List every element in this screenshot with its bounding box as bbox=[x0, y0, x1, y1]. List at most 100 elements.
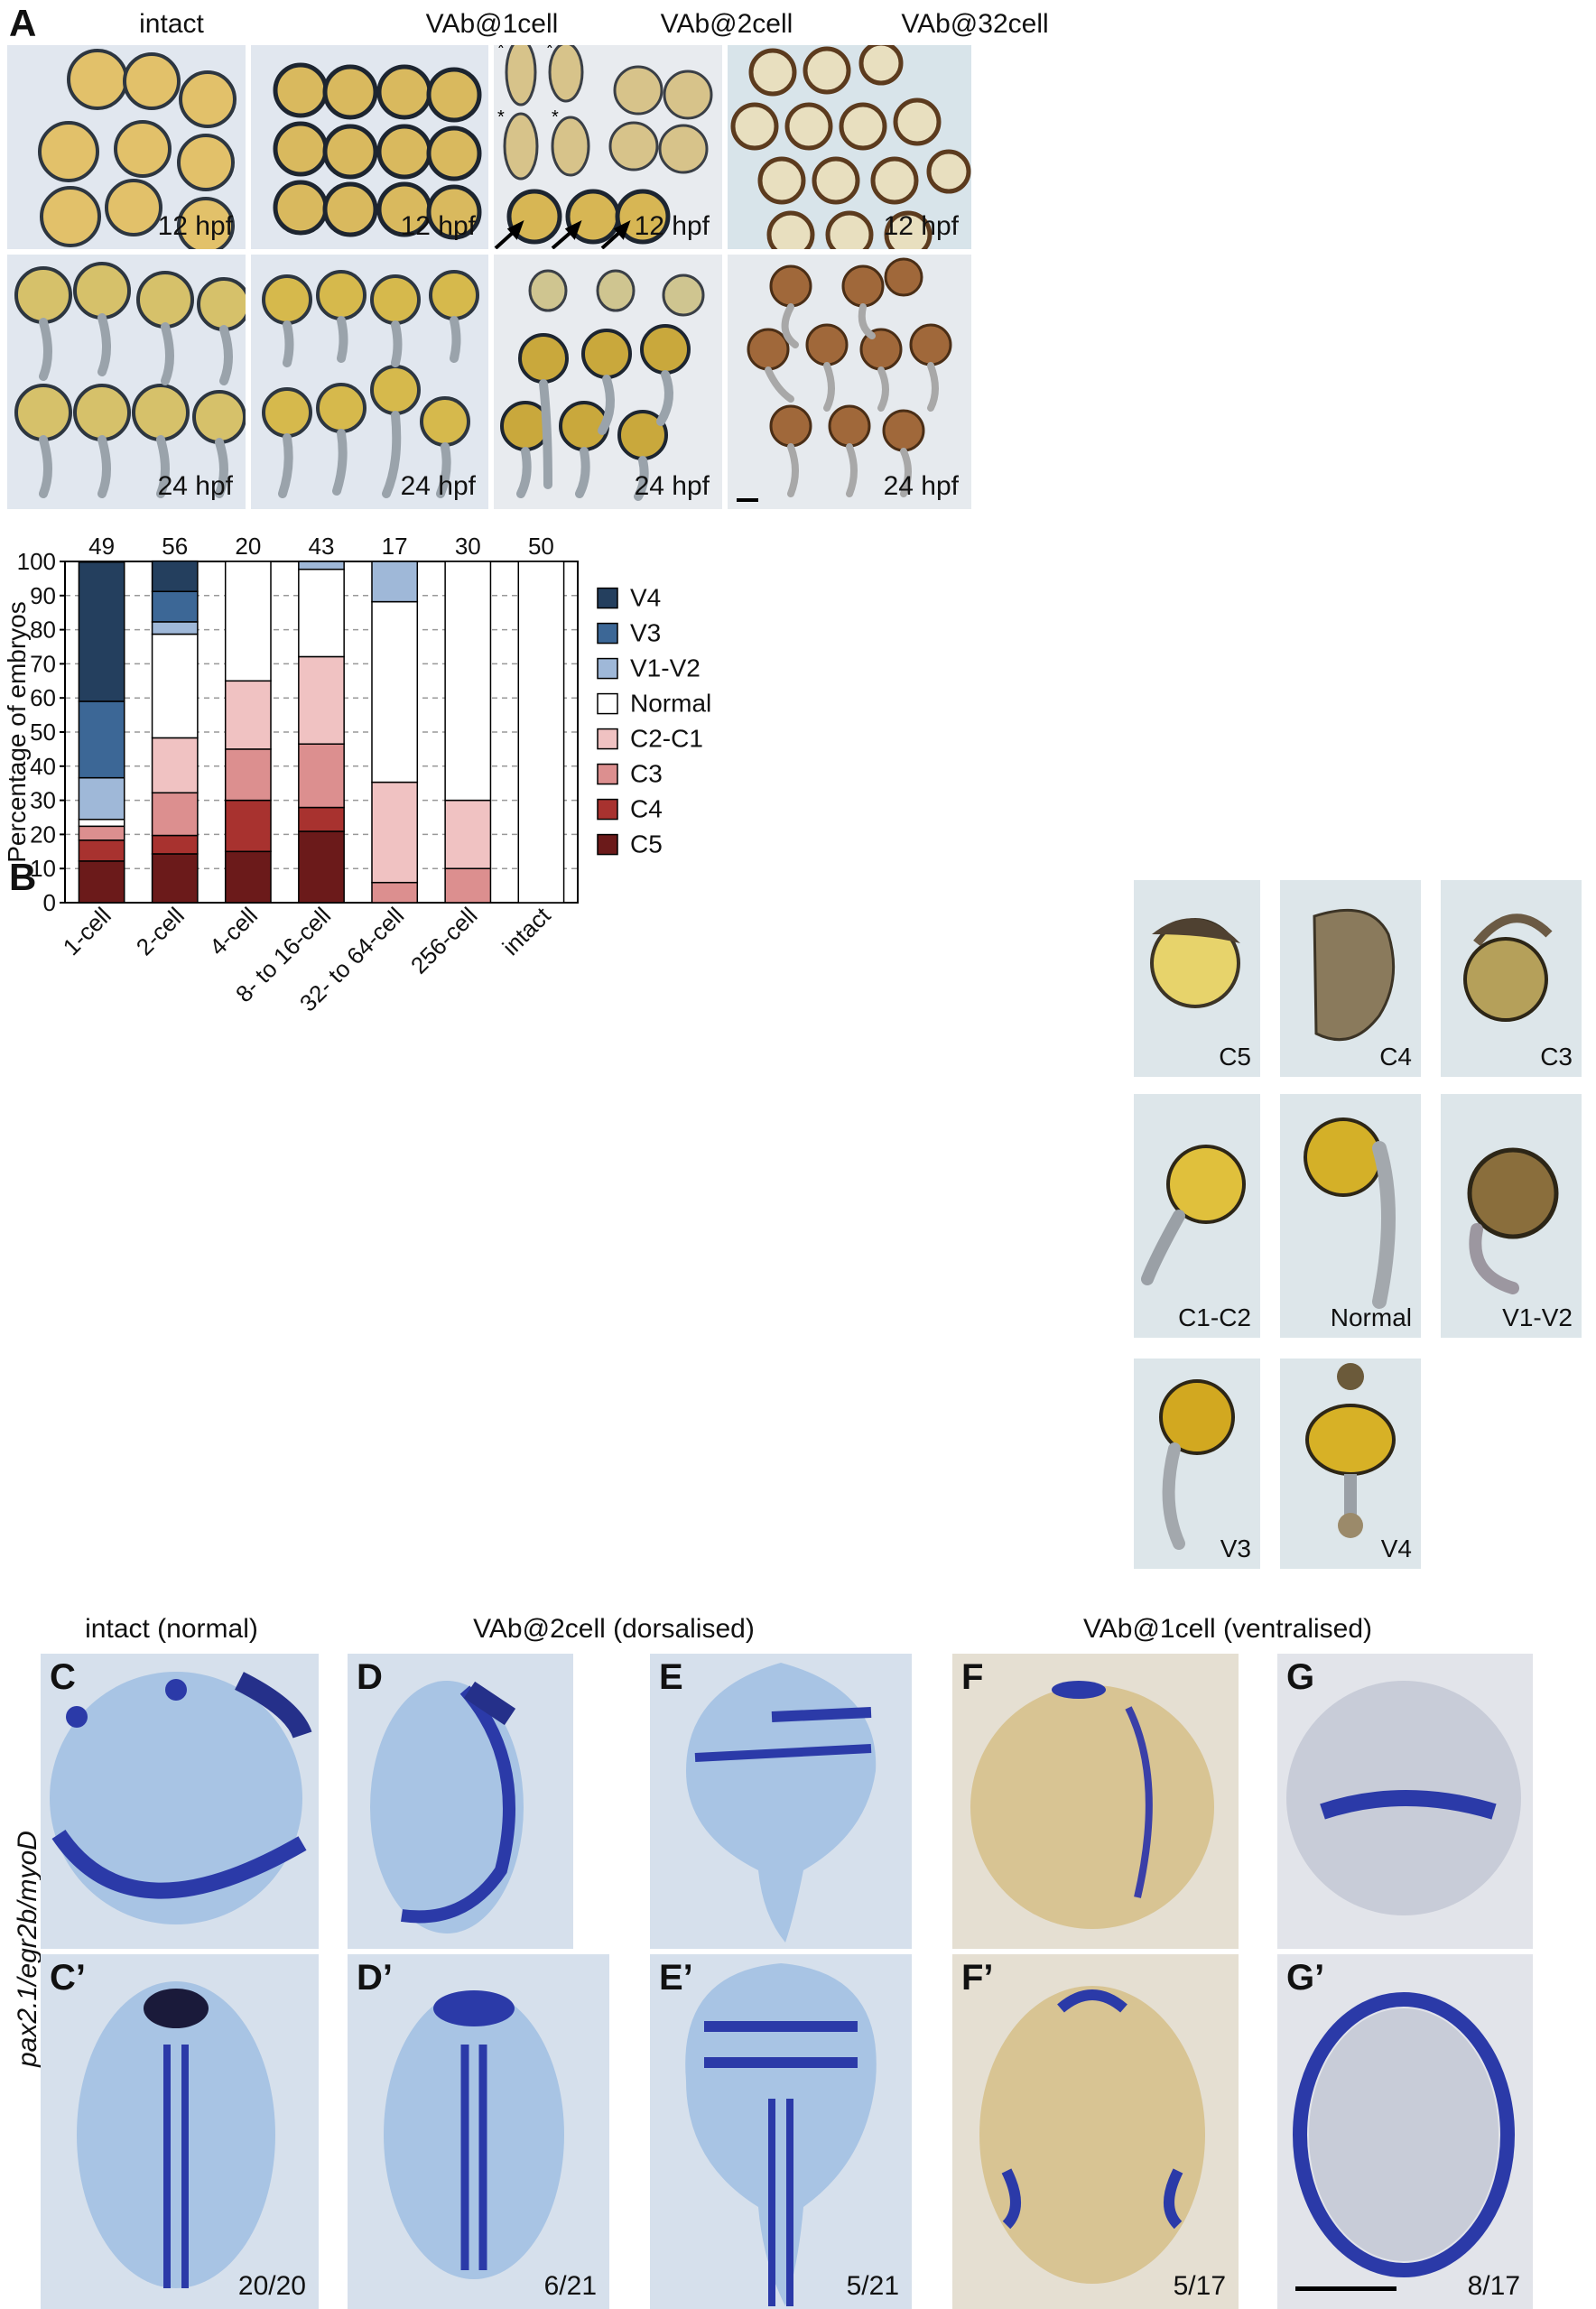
thumbnail-label: V4 bbox=[1380, 1535, 1412, 1563]
bar-segment-c2-c1 bbox=[444, 799, 492, 869]
bar-segment-c5 bbox=[224, 850, 272, 904]
thumbnail-normal: Normal bbox=[1280, 1094, 1421, 1338]
bar-segment-normal bbox=[371, 600, 419, 784]
embryo-stain-icon bbox=[370, 1681, 524, 1933]
bar-segment-v3 bbox=[78, 700, 125, 779]
bar-segment-c2-c1 bbox=[371, 781, 419, 884]
legend-swatch bbox=[597, 763, 618, 785]
group-title-dorsalised: VAb@2cell (dorsalised) bbox=[473, 1614, 755, 1644]
legend-swatch bbox=[597, 798, 618, 821]
legend-swatch bbox=[597, 657, 618, 680]
panel-label-a: A bbox=[9, 2, 37, 44]
bar-segment-normal bbox=[78, 819, 125, 828]
embryo-stain-icon bbox=[685, 1963, 877, 2306]
time-tag-12hpf: 12 hpf bbox=[883, 211, 959, 241]
bar-segment-v3 bbox=[151, 590, 199, 623]
y-tick-label: 30 bbox=[30, 787, 56, 814]
embryo-group-icon bbox=[14, 262, 246, 498]
panel-label: E’ bbox=[659, 1958, 693, 1998]
embryo-group-icon bbox=[262, 270, 479, 498]
gene-probe-label: pax2.1/egr2b/myoD bbox=[13, 1831, 42, 2067]
time-tag-24hpf: 24 hpf bbox=[883, 471, 959, 501]
thumbnail-label: V1-V2 bbox=[1502, 1303, 1573, 1331]
time-tag-12hpf: 12 hpf bbox=[634, 211, 710, 241]
y-tick-label: 0 bbox=[43, 889, 56, 916]
bar-segment-c2-c1 bbox=[298, 655, 345, 745]
embryo-icon bbox=[1305, 1363, 1396, 1538]
embryo-group-icon bbox=[747, 257, 952, 497]
thumbnail-v1-v2: V1-V2 bbox=[1441, 1094, 1582, 1338]
time-tag-12hpf: 12 hpf bbox=[157, 211, 233, 241]
legend-label: C2-C1 bbox=[630, 725, 703, 753]
thumbnail-label: C1-C2 bbox=[1178, 1303, 1251, 1331]
scale-bar bbox=[1295, 2286, 1396, 2291]
x-tick-label: intact bbox=[497, 901, 557, 960]
panel-f-prime: F’ 5/17 bbox=[952, 1954, 1239, 2309]
photo-vab2cell-12hpf: * * * * 12 hpf bbox=[494, 45, 722, 249]
embryo-group-icon bbox=[38, 49, 237, 249]
embryo-stain-icon bbox=[970, 1681, 1214, 1929]
svg-text:*: * bbox=[497, 45, 505, 59]
thumbnail-label: C3 bbox=[1540, 1043, 1573, 1071]
legend-label: C4 bbox=[630, 795, 663, 823]
panel-label: F’ bbox=[961, 1958, 994, 1998]
panel-label: C bbox=[50, 1657, 76, 1697]
legend-swatch bbox=[597, 833, 618, 856]
x-tick-label: 1-cell bbox=[58, 902, 116, 960]
legend-swatch bbox=[597, 728, 618, 750]
embryo-stain-icon bbox=[1286, 1681, 1521, 1915]
bar-segment-c3 bbox=[371, 881, 419, 904]
embryo-group-icon bbox=[500, 269, 705, 501]
bar-segment-c3 bbox=[298, 743, 345, 809]
legend-label: C3 bbox=[630, 760, 663, 788]
stacked-bar-chart: 0 10 20 30 40 50 60 70 80 90 100 Percentage of embr… bbox=[3, 533, 711, 1017]
x-tick-label: 4-cell bbox=[204, 902, 263, 960]
embryo-stain-icon bbox=[686, 1663, 877, 1943]
legend-label: V4 bbox=[630, 584, 661, 612]
column-title-vab-2cell: VAb@2cell bbox=[660, 9, 793, 39]
legend-swatch bbox=[597, 587, 618, 609]
panel-e: E bbox=[650, 1654, 912, 1949]
bar-segment-normal bbox=[151, 633, 199, 739]
n-label: 30 bbox=[455, 533, 481, 560]
photo-intact-24hpf: 24 hpf bbox=[7, 255, 246, 509]
embryo-icon bbox=[1313, 908, 1396, 1042]
bar-segment-c3 bbox=[78, 825, 125, 841]
count-label: 6/21 bbox=[543, 2271, 597, 2301]
embryo-stain-icon bbox=[77, 1981, 275, 2288]
y-tick-label: 80 bbox=[30, 617, 56, 644]
bar-segment-c4 bbox=[224, 799, 272, 853]
count-label: 5/17 bbox=[1173, 2271, 1226, 2301]
photo-vab1cell-12hpf: 12 hpf bbox=[251, 45, 488, 249]
embryo-icon bbox=[1141, 1145, 1246, 1285]
thumbnail-label: C4 bbox=[1379, 1043, 1412, 1071]
bar-segment-v4 bbox=[151, 560, 199, 593]
panel-c-prime: C’ 20/20 bbox=[41, 1954, 319, 2309]
panel-label: D bbox=[357, 1657, 383, 1697]
embryo-stain-icon bbox=[1293, 1992, 1515, 2277]
photo-vab1cell-24hpf: 24 hpf bbox=[251, 255, 488, 509]
n-label: 43 bbox=[309, 533, 335, 560]
thumbnail-v4: V4 bbox=[1280, 1359, 1421, 1569]
bar-segment-c2-c1 bbox=[151, 737, 199, 794]
y-tick-label: 60 bbox=[30, 684, 56, 711]
y-tick-label: 20 bbox=[30, 821, 56, 848]
n-label: 49 bbox=[88, 533, 115, 560]
bar-segment-normal bbox=[517, 561, 565, 904]
y-tick-label: 10 bbox=[30, 855, 56, 882]
x-tick-label: 256-cell bbox=[405, 902, 483, 979]
bar-segment-v1-v2 bbox=[151, 621, 199, 635]
legend-label: V3 bbox=[630, 619, 661, 647]
group-title-intact: intact (normal) bbox=[85, 1614, 258, 1644]
panel-f: F bbox=[952, 1654, 1239, 1949]
count-label: 20/20 bbox=[237, 2271, 306, 2301]
time-tag-12hpf: 12 hpf bbox=[400, 211, 476, 241]
embryo-group-icon: * * * * bbox=[494, 45, 713, 249]
y-tick-label: 100 bbox=[17, 548, 56, 575]
bar-segment-c5 bbox=[151, 853, 199, 904]
n-label: 17 bbox=[382, 533, 408, 560]
column-title-vab-1cell: VAb@1cell bbox=[425, 9, 559, 39]
panel-label: F bbox=[961, 1657, 984, 1697]
n-label: 56 bbox=[162, 533, 188, 560]
y-tick-label: 90 bbox=[30, 582, 56, 609]
